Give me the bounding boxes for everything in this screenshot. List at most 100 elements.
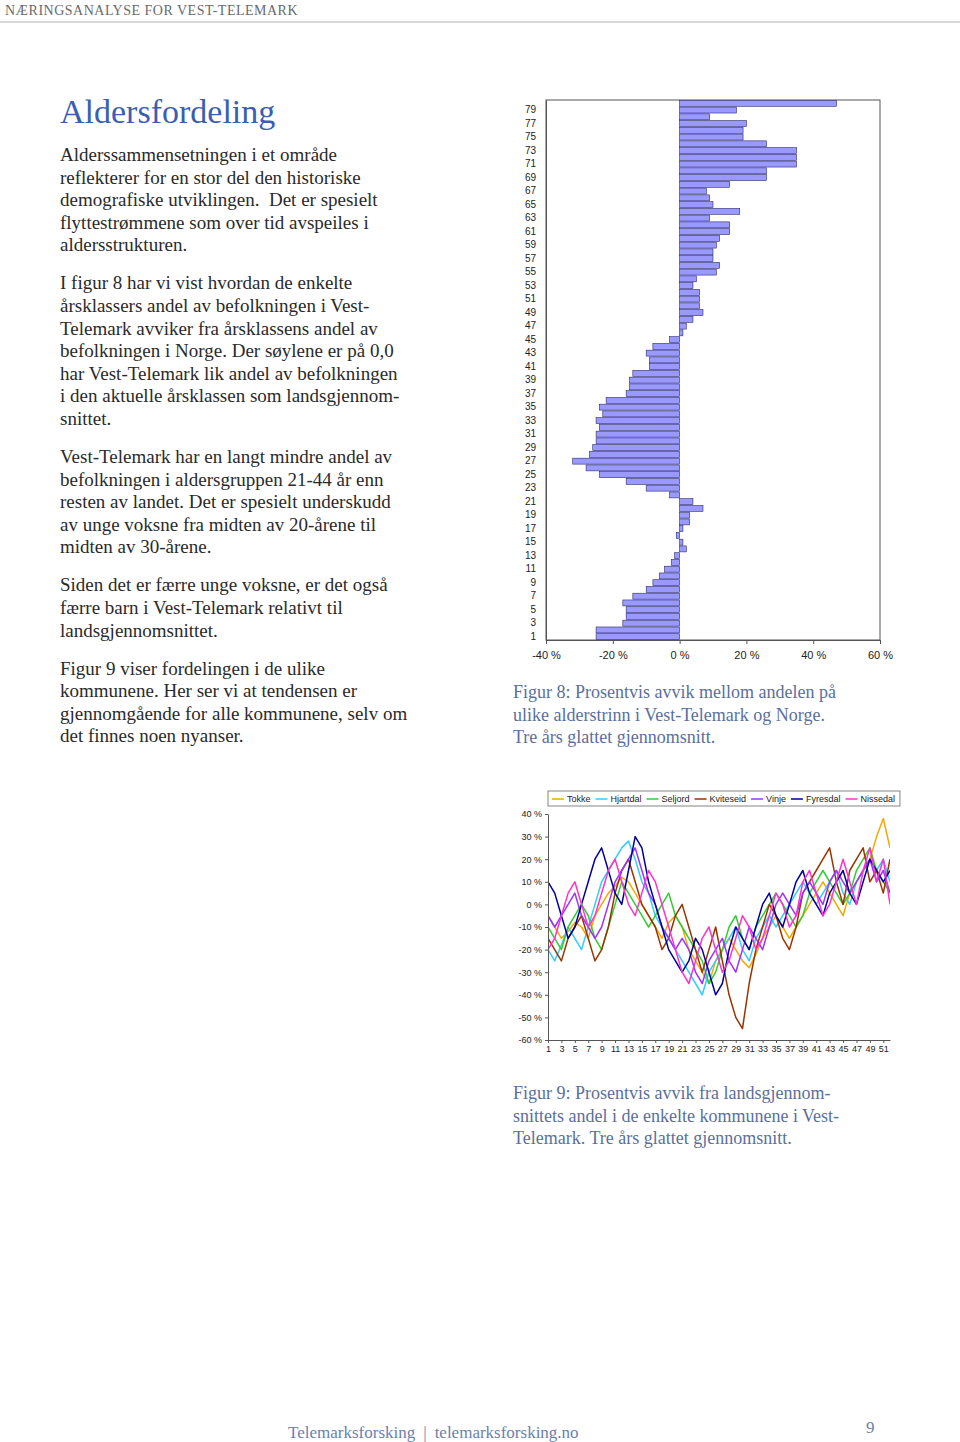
tick: 19 [525,509,537,520]
paragraph-line: det finnes noen nyanser. [60,725,244,746]
tick-label: 27 [718,1044,728,1054]
bar [680,296,700,302]
tick: 29 [525,442,537,453]
bar [680,289,700,295]
bar [680,141,767,147]
tick: 51 [525,293,537,304]
tick: 49 [865,1040,875,1054]
legend-item: Vinje [751,794,786,804]
bar [586,465,680,471]
tick: -40 % [518,990,548,1000]
series-line [548,848,890,984]
legend-label: Tokke [567,794,591,804]
tick-mark [545,837,548,838]
bar [680,262,720,268]
bar [596,438,680,444]
tick: -50 % [518,1013,548,1023]
bar [680,512,690,518]
tick-mark [709,1040,710,1043]
tick: 31 [745,1040,755,1054]
tick: 27 [718,1040,728,1054]
tick: 5 [573,1040,578,1054]
tick: -10 % [518,922,548,932]
bar [596,627,680,633]
tick-mark [830,1040,831,1043]
tick: 15 [637,1040,647,1054]
tick-mark [870,1040,871,1043]
tick: 9 [600,1040,605,1054]
tick-mark [545,1017,548,1018]
tick: 3 [559,1040,564,1054]
tick-label: 11 [526,563,537,574]
bar [630,384,680,390]
tick-label: 65 [525,199,537,210]
tick-label: 67 [525,185,537,196]
tick-label: 17 [525,523,537,534]
tick-label: -20 % [518,945,542,955]
page-title: Aldersfordeling [60,93,275,130]
tick-label: 47 [525,320,537,331]
paragraph-line: i den aktuelle årsklassen som landsgjenn… [60,385,399,406]
bars [573,100,837,639]
tick-label: 41 [812,1044,822,1054]
tick: 60 % [868,640,893,661]
tick-label: -40 % [518,990,542,1000]
bar [646,350,679,356]
paragraph-line: flyttestrømmene som over tid avspeiles i [60,212,369,233]
y-axis: -60 %-50 %-40 %-30 %-20 %-10 %0 %10 %20 … [518,809,548,1045]
tick-label: 5 [573,1044,578,1054]
tick: 7 [586,1040,591,1054]
bar [670,492,680,498]
tick: 35 [771,1040,781,1054]
legend-swatch [596,798,608,800]
tick-label: 20 % [734,649,759,661]
bar [589,451,679,457]
bar [680,195,710,201]
bar [626,607,679,613]
bar [680,242,717,248]
page-number: 9 [866,1418,875,1437]
tick-mark [813,640,814,644]
bar [680,100,837,106]
tick-mark [545,904,548,905]
bar [680,121,747,127]
legend-item: Seljord [647,794,690,804]
tick: 5 [530,604,536,615]
legend-swatch [552,798,564,800]
tick-label: 35 [525,401,537,412]
tick: 77 [525,118,537,129]
tick: 73 [525,145,537,156]
tick: -20 % [599,640,628,661]
bar [680,168,767,174]
bar [680,323,687,329]
caption-line: Tre års glattet gjennomsnitt. [513,727,715,747]
tick-mark [545,972,548,973]
tick: 13 [624,1040,634,1054]
bar [680,148,797,154]
tick: 0 % [671,640,690,661]
tick-label: 43 [525,347,537,358]
bar [675,553,680,559]
bar [680,256,713,262]
bar [623,600,680,606]
paragraph-line: Telemark avviker fra årsklassens andel a… [60,318,378,339]
legend-item: Kviteseid [695,794,747,804]
tick: 33 [525,415,537,426]
tick: 27 [525,455,537,466]
chart-figure-9: -60 %-50 %-40 %-30 %-20 %-10 %0 %10 %20 … [518,791,899,1054]
bar [646,586,679,592]
footer-url: telemarksforsking.no [435,1423,579,1442]
bar [596,431,680,437]
axis-line [549,1040,891,1041]
tick: -40 % [532,640,561,661]
tick-label: 37 [525,388,537,399]
tick-label: 7 [530,590,536,601]
bar [596,418,680,424]
tick: 65 [525,199,537,210]
tick: 37 [525,388,537,399]
tick: 55 [525,266,537,277]
tick-mark [545,859,548,860]
legend-label: Fyresdal [806,794,841,804]
figure-caption: Figur 9: Prosentvis avvik fra landsgjenn… [513,1083,839,1148]
footer: Telemarksforsking|telemarksforsking.no9 [288,1418,875,1442]
